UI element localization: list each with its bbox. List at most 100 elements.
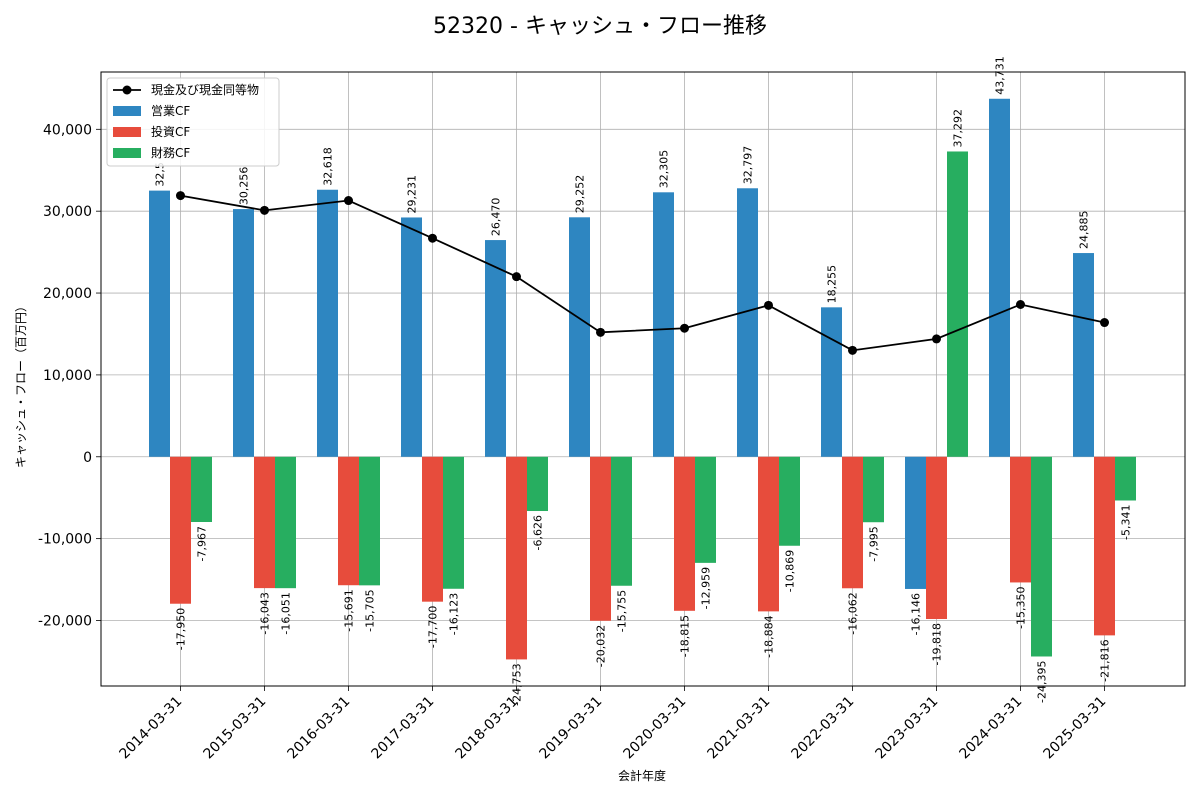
x-tick-label: 2016-03-31	[284, 694, 353, 763]
data-label: 26,470	[490, 198, 503, 237]
bar-financing-cf	[1031, 456, 1052, 657]
bar-operating-cf	[485, 240, 506, 457]
data-label: 29,231	[406, 175, 419, 214]
bar-investing-cf	[674, 456, 695, 611]
cash-point	[176, 191, 185, 201]
data-label: -21,816	[1099, 639, 1112, 681]
data-label: -15,705	[364, 589, 377, 631]
y-tick-label: 20,000	[43, 286, 92, 302]
bar-operating-cf	[737, 188, 758, 457]
data-labels: 32,5 30,256 32,618 29,231 26,470 29,252 32,305…	[154, 56, 1133, 706]
data-label: 37,292	[952, 109, 965, 148]
x-axis-title: 会計年度	[618, 768, 666, 783]
bar-financing-cf	[1115, 456, 1136, 501]
plot-frame	[100, 71, 1186, 687]
data-label: -12,959	[700, 567, 713, 609]
chart-title: 52320 - キャッシュ・フロー推移	[433, 14, 767, 39]
data-label: -16,051	[280, 592, 293, 634]
bar-investing-cf	[170, 456, 191, 604]
x-tick-label: 2018-03-31	[452, 694, 521, 763]
bar-financing-cf	[695, 456, 716, 563]
data-label: -6,626	[532, 515, 545, 550]
y-tick-label: 40,000	[43, 122, 92, 138]
data-label: -15,755	[616, 590, 629, 632]
bar-operating-cf	[233, 209, 254, 457]
cash-point	[848, 345, 857, 355]
data-label: 32,305	[658, 150, 671, 189]
x-tick-label: 2019-03-31	[536, 694, 605, 763]
cash-point	[680, 323, 689, 333]
legend-marker	[122, 85, 132, 95]
cash-line	[180, 194, 1105, 352]
bar-investing-cf	[422, 456, 443, 602]
bar-operating-cf	[401, 217, 422, 457]
x-tick-label: 2017-03-31	[368, 694, 437, 763]
y-tick-label: 0	[83, 450, 92, 466]
data-label: -20,032	[595, 625, 608, 667]
axes: -20,000 -10,000 0 10,000 20,000 30,000 40,000 2…	[38, 71, 1186, 763]
bar-financing-cf	[359, 456, 380, 586]
x-tick-label: 2024-03-31	[956, 694, 1025, 763]
data-label: -16,043	[259, 592, 272, 634]
cash-point	[1100, 318, 1109, 328]
data-label: -16,146	[910, 593, 923, 635]
bar-investing-cf	[506, 456, 527, 660]
line-series	[176, 191, 1109, 355]
bar-financing-cf	[527, 456, 548, 512]
bar-financing-cf	[275, 456, 296, 589]
bar-operating-cf	[653, 192, 674, 457]
data-label: -24,395	[1036, 660, 1049, 702]
data-label: -17,700	[427, 606, 440, 648]
data-label: -16,062	[847, 592, 860, 634]
y-tick-label: -20,000	[38, 614, 92, 630]
bar-series	[149, 98, 1136, 660]
x-tick-label: 2020-03-31	[620, 694, 689, 763]
cash-point	[764, 300, 773, 310]
y-tick-label: 30,000	[43, 204, 92, 220]
bar-investing-cf	[254, 456, 275, 589]
x-tick-label: 2022-03-31	[788, 694, 857, 763]
y-axis-title: キャッシュ・フロー（百万円）	[14, 300, 28, 468]
bar-operating-cf	[569, 217, 590, 457]
bar-financing-cf	[947, 151, 968, 457]
cash-point	[932, 334, 941, 344]
data-label: 43,731	[994, 56, 1007, 95]
bar-operating-cf	[1073, 253, 1094, 457]
data-label: 24,885	[1078, 211, 1091, 250]
data-label: -5,341	[1120, 504, 1133, 539]
legend-bar-swatch	[113, 127, 141, 137]
x-tick-label: 2021-03-31	[704, 694, 773, 763]
cash-point	[1016, 300, 1025, 310]
bar-investing-cf	[590, 456, 611, 621]
legend-bar-swatch	[113, 148, 141, 158]
data-label: -7,995	[868, 526, 881, 561]
data-label: -17,950	[175, 608, 188, 650]
x-tick-label: 2015-03-31	[200, 694, 269, 763]
bar-investing-cf	[338, 456, 359, 586]
cash-point	[344, 196, 353, 206]
data-label: -24,753	[511, 663, 524, 705]
x-tick-label: 2023-03-31	[872, 694, 941, 763]
cash-point	[260, 205, 269, 215]
legend-label: 投資CF	[151, 124, 190, 139]
bar-investing-cf	[758, 456, 779, 612]
bar-financing-cf	[863, 456, 884, 523]
data-label: -16,123	[448, 593, 461, 635]
x-tick-label: 2025-03-31	[1040, 694, 1109, 763]
bar-operating-cf	[821, 307, 842, 457]
bar-operating-cf	[149, 190, 170, 457]
bar-investing-cf	[1010, 456, 1031, 583]
data-label: 30,256	[238, 167, 251, 206]
y-tick-label: 10,000	[43, 368, 92, 384]
bar-financing-cf	[443, 456, 464, 589]
data-label: -18,815	[679, 615, 692, 657]
data-label: -19,818	[931, 623, 944, 665]
bar-financing-cf	[779, 456, 800, 546]
data-label: -15,350	[1015, 586, 1028, 628]
legend-label: 営業CF	[151, 104, 190, 118]
bar-investing-cf	[926, 456, 947, 620]
bar-investing-cf	[1094, 456, 1115, 636]
